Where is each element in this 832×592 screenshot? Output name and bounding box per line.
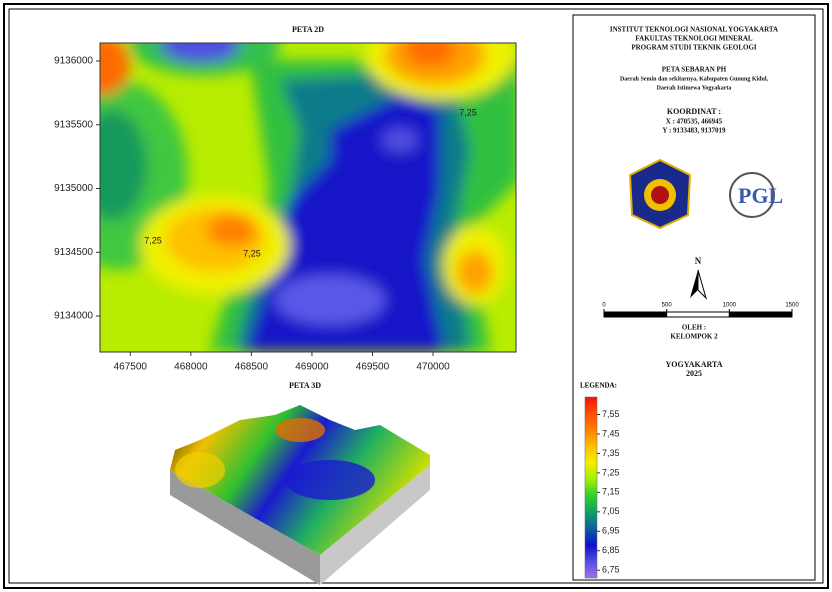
place: YOGYAKARTA	[665, 360, 722, 369]
scale-label: 1000	[723, 303, 737, 309]
map-subtitle: Daerah Semin dan sekitarnya, Kabupaten G…	[620, 76, 769, 82]
scale-label: 0	[602, 303, 606, 309]
scale-segment	[667, 312, 730, 317]
institution-logo	[630, 160, 690, 228]
contour-label: 7,25	[459, 107, 477, 117]
y-tick-label: 9134000	[54, 311, 93, 322]
legend-label: 6,95	[602, 526, 620, 536]
legend-title: LEGENDA:	[580, 382, 617, 390]
y-tick-label: 9136000	[54, 56, 93, 67]
coordinates-x: X : 470535, 466945	[666, 118, 723, 126]
pgl-logo-text: PGL	[738, 183, 783, 208]
north-arrow	[690, 270, 698, 298]
scale-segment	[729, 312, 792, 317]
legend-label: 7,35	[602, 448, 620, 458]
pgl-logo: PGL	[730, 173, 783, 217]
coordinates-y: Y : 9133483, 9137019	[662, 127, 726, 135]
contour-map	[48, 10, 520, 352]
header-line: PROGRAM STUDI TEKNIK GEOLOGI	[631, 44, 757, 52]
legend-label: 7,15	[602, 487, 620, 497]
coordinates-title: KOORDINAT :	[667, 107, 721, 116]
map-title: PETA SEBARAN PH	[662, 66, 727, 74]
legend-label: 6,75	[602, 565, 620, 575]
header-line: INSTITUT TEKNOLOGI NASIONAL YOGYAKARTA	[610, 26, 778, 34]
x-tick-label: 469500	[356, 362, 390, 373]
x-tick-label: 470000	[416, 362, 450, 373]
legend-label: 7,45	[602, 428, 620, 438]
y-tick-label: 9135500	[54, 119, 93, 130]
legend-colorbar	[585, 397, 597, 578]
year: 2025	[686, 369, 702, 378]
legend-label: 7,25	[602, 467, 620, 477]
x-tick-label: 469000	[295, 362, 329, 373]
header-line: FAKULTAS TEKNOLOGI MINERAL	[635, 35, 753, 43]
legend-label: 7,55	[602, 409, 620, 419]
scale-label: 1500	[785, 303, 799, 309]
contour-label: 7,25	[144, 235, 162, 245]
x-tick-label: 468000	[174, 362, 208, 373]
scale-segment	[604, 312, 667, 317]
scale-label: 500	[662, 303, 673, 309]
surface-3d	[170, 405, 430, 585]
author-name: KELOMPOK 2	[670, 333, 718, 341]
x-tick-label: 468500	[235, 362, 269, 373]
contour-label: 7,25	[243, 248, 261, 258]
map-subtitle: Daerah Istimewa Yogyakarta	[657, 85, 732, 91]
legend-label: 7,05	[602, 506, 620, 516]
author-title: OLEH :	[682, 324, 706, 332]
map3d-title: PETA 3D	[289, 381, 321, 390]
y-tick-label: 9135000	[54, 183, 93, 194]
x-tick-label: 467500	[114, 362, 148, 373]
y-tick-label: 9134500	[54, 247, 93, 258]
map2d-title: PETA 2D	[292, 25, 324, 34]
map-layout: PETA 2D 467500 468000 468500 469000 469500 47…	[0, 0, 832, 592]
legend-label: 6,85	[602, 545, 620, 555]
north-label: N	[695, 256, 702, 266]
north-arrow	[698, 270, 706, 298]
